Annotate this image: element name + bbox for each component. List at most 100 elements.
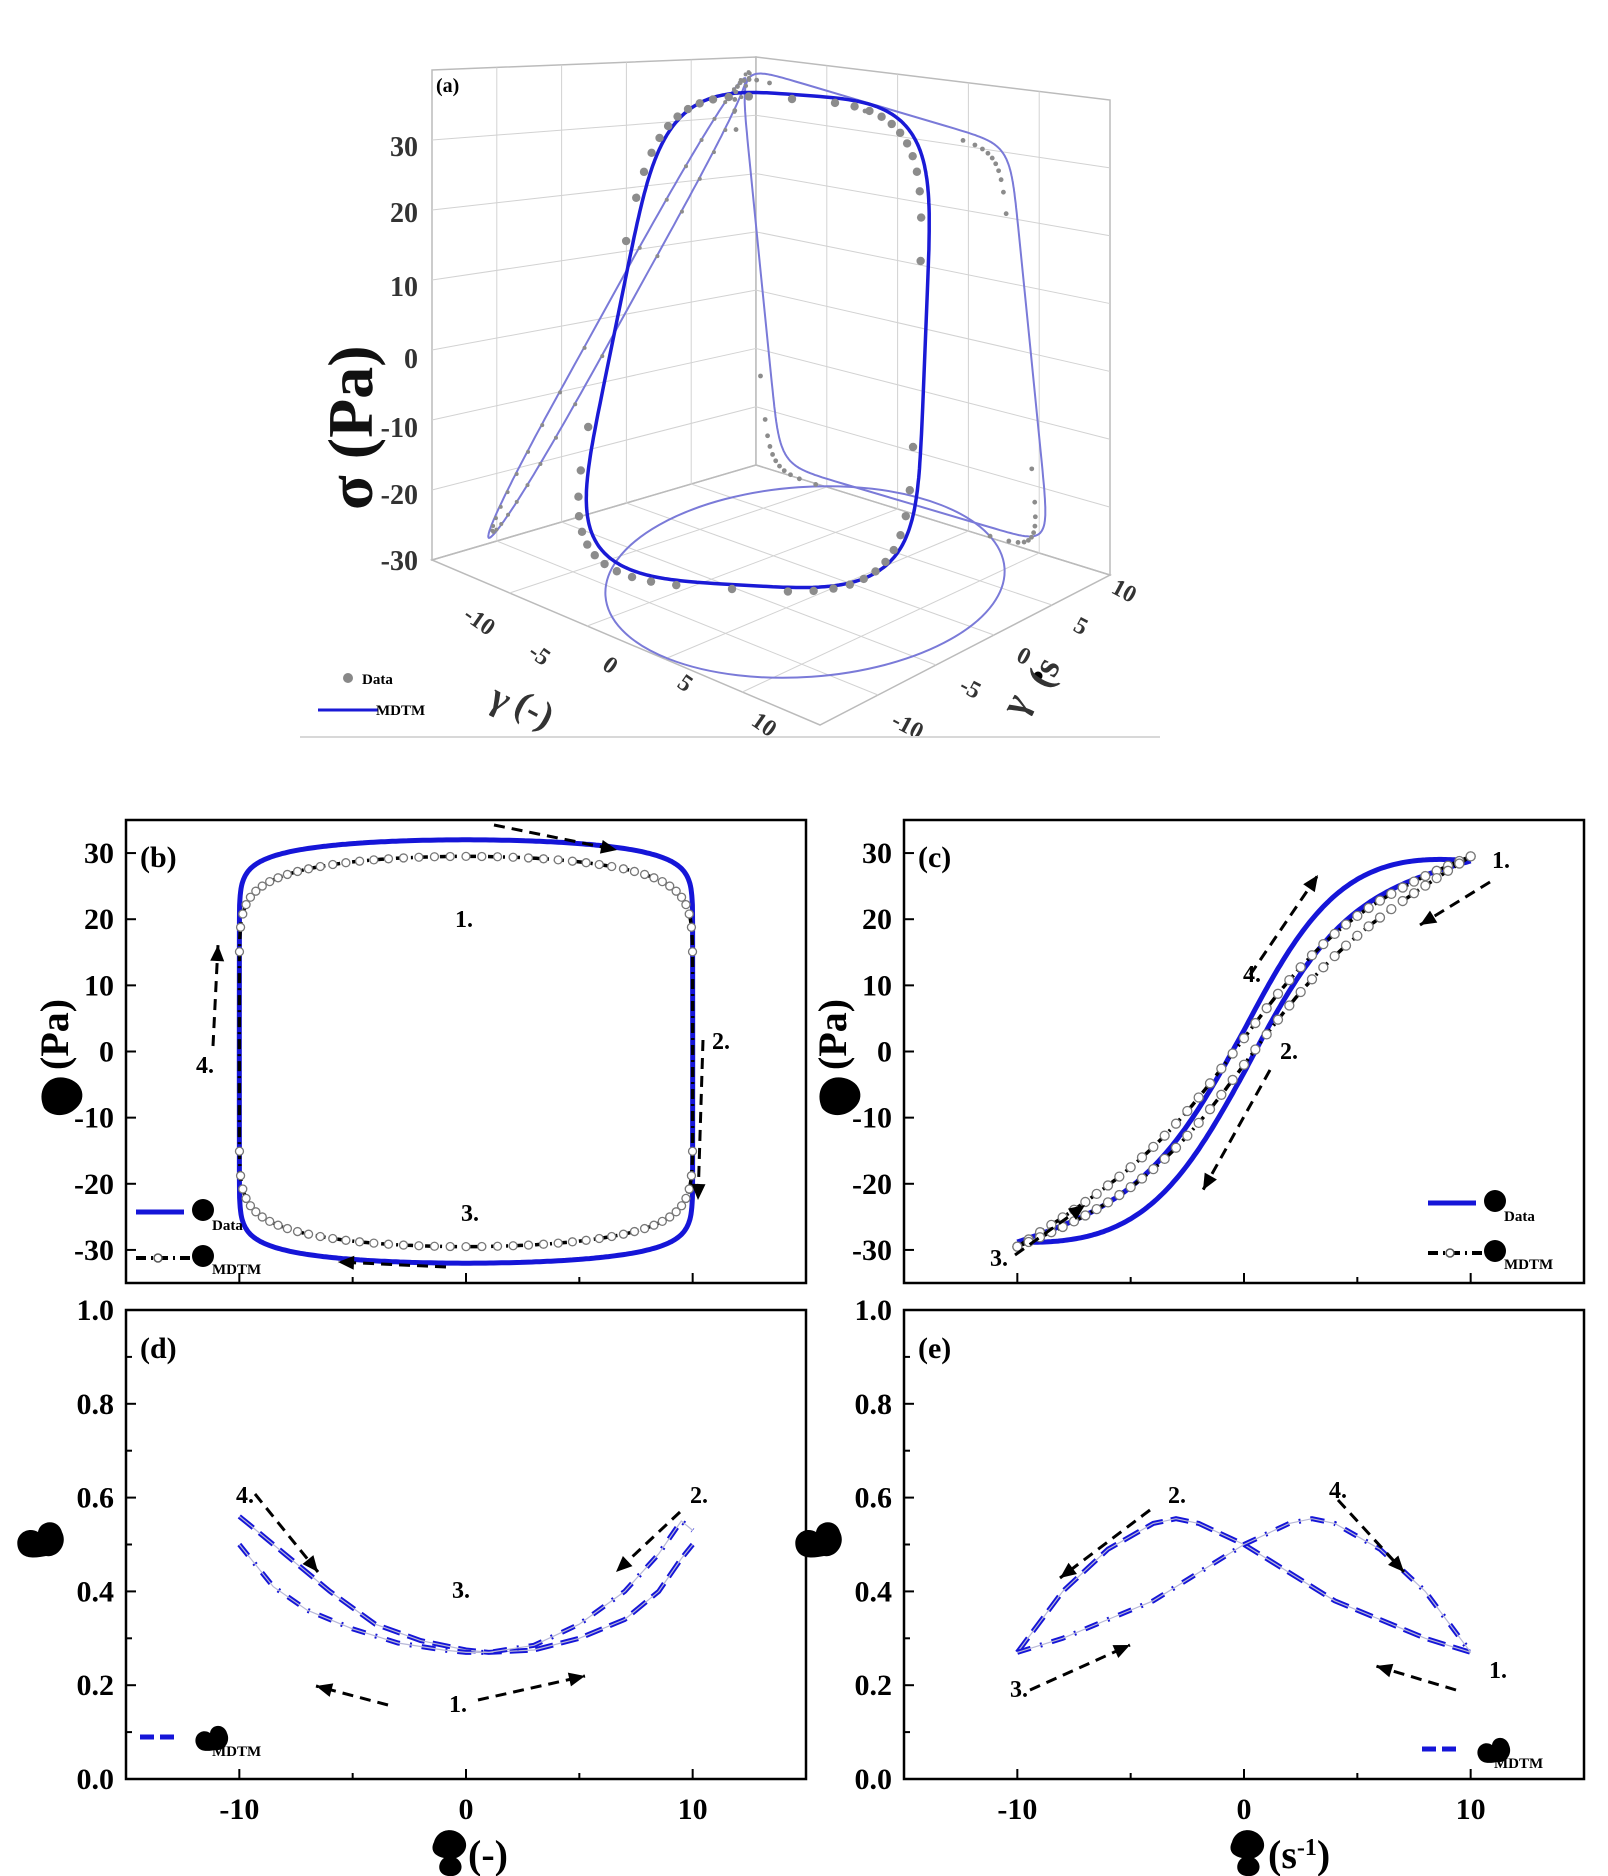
z-tick-label: 10	[390, 272, 418, 303]
mdtm-marker	[594, 859, 604, 870]
data-marker-3d	[905, 486, 915, 495]
mdtm-marker	[553, 1238, 563, 1248]
mdtm-marker	[257, 1212, 267, 1222]
ratio-glyph-icon	[195, 1725, 229, 1751]
data-marker-proj	[1001, 189, 1006, 195]
arrow-3-head	[616, 1555, 633, 1572]
data-marker-3d	[627, 572, 637, 582]
svg-text:1.: 1.	[1492, 848, 1510, 874]
mdtm-marker	[1125, 1181, 1136, 1193]
panel-b-ytick-label: -10	[74, 1102, 114, 1135]
arrow-3-head	[1112, 1645, 1130, 1658]
mdtm-marker	[1442, 865, 1454, 876]
data-marker-3d	[672, 580, 681, 590]
svg-text:3.: 3.	[461, 1201, 479, 1227]
panel-d-xtick-label: -10	[219, 1793, 259, 1826]
data-marker-proj	[600, 354, 605, 359]
mdtm-marker	[383, 854, 394, 864]
mdtm-marker	[1420, 880, 1431, 891]
mdtm-marker	[257, 881, 267, 891]
mdtm-marker	[354, 1237, 365, 1247]
mdtm-marker	[567, 856, 578, 866]
panel-label-c: (c)	[918, 841, 951, 874]
data-marker-3d	[655, 133, 664, 143]
data-marker-3d	[683, 104, 693, 114]
mdtm-marker	[671, 886, 681, 896]
legend-b: Data MDTM	[136, 1199, 261, 1278]
panel-b-stress-vs-strain: 30 20 10 0 -10 -20 -30	[74, 818, 808, 1285]
mdtm-marker	[238, 909, 248, 919]
data-marker-proj	[514, 471, 519, 476]
data-marker-proj	[540, 423, 545, 428]
legend-data-marker	[343, 673, 353, 683]
mdtm-marker	[445, 851, 455, 862]
x-axis-title-3d: γ (-)	[482, 675, 561, 737]
data-marker-proj	[993, 161, 999, 167]
mdtm-marker	[686, 922, 697, 932]
data-marker-proj	[582, 345, 587, 350]
svg-text:(Pa): (Pa)	[32, 999, 77, 1070]
mdtm-marker	[1238, 1059, 1250, 1070]
svg-text:4.: 4.	[1329, 1478, 1347, 1504]
mdtm-marker	[265, 876, 275, 887]
data-marker-proj	[684, 164, 689, 169]
mdtm-marker	[1114, 1171, 1125, 1182]
data-marker-proj	[1025, 537, 1031, 543]
ratio-glyph-icon	[17, 1522, 64, 1558]
annotations-c: 1. 2. 3. 4.	[990, 848, 1510, 1272]
data-marker-3d	[829, 584, 838, 593]
data-marker-proj	[777, 463, 782, 469]
svg-text:(-): (-)	[468, 1832, 508, 1876]
svg-text:1.: 1.	[449, 1692, 467, 1718]
mdtm-marker	[1204, 1104, 1216, 1115]
series-data-lower	[1017, 858, 1472, 1245]
panel-label-b: (b)	[140, 841, 177, 874]
arrow-3	[1029, 1643, 1131, 1692]
mdtm-marker	[265, 1216, 275, 1227]
svg-text:γ: γ	[992, 687, 1038, 723]
mdtm-marker	[1261, 1029, 1272, 1040]
mdtm-marker	[686, 1171, 697, 1181]
data-marker-3d	[809, 586, 818, 596]
data-marker-3d	[877, 112, 886, 121]
panel-c-frame	[902, 818, 1586, 1285]
data-marker-proj	[796, 476, 802, 482]
mdtm-marker	[607, 1231, 617, 1242]
mdtm-marker	[665, 881, 675, 891]
arrow-2-head	[1060, 1562, 1077, 1578]
series-mdtm-a-thin	[1016, 1518, 1471, 1653]
arrow-1	[1419, 880, 1491, 927]
z-tick-label: 0	[404, 344, 418, 375]
arrow-1	[493, 823, 618, 852]
mdtm-marker	[1465, 851, 1476, 862]
mdtm-marker	[414, 1241, 424, 1251]
curves-3d	[487, 70, 1047, 679]
arrow-4	[1248, 874, 1320, 976]
data-marker-proj	[637, 245, 642, 250]
data-marker-proj	[739, 95, 744, 100]
mdtm-marker	[687, 947, 698, 957]
mdtm-marker	[1272, 988, 1284, 999]
panel-label-d: (d)	[140, 1332, 177, 1365]
data-marker-3d	[915, 187, 924, 196]
data-marker-proj	[697, 176, 702, 181]
mdtm-marker	[1408, 888, 1420, 899]
annotations-d: 1. 2. 3. 4.	[236, 1483, 708, 1718]
data-marker-3d	[574, 492, 583, 501]
gamma-glyph-icon	[1230, 1830, 1265, 1876]
data-marker-proj	[553, 435, 558, 440]
back-right-wall	[755, 56, 1111, 577]
panel-e-ytick-label: 0.4	[855, 1575, 893, 1608]
mdtm-marker	[1091, 1188, 1102, 1200]
mdtm-marker	[492, 852, 503, 862]
mdtm-marker	[1318, 938, 1329, 950]
data-marker-proj	[987, 533, 993, 539]
mdtm-marker	[1136, 1152, 1148, 1163]
data-marker-3d	[673, 112, 682, 121]
data-marker-3d	[590, 551, 599, 560]
data-marker-proj	[732, 109, 737, 114]
mdtm-marker	[234, 1146, 245, 1156]
data-marker-3d	[612, 567, 622, 576]
mdtm-marker	[1284, 1000, 1295, 1011]
data-marker-3d	[887, 119, 896, 129]
